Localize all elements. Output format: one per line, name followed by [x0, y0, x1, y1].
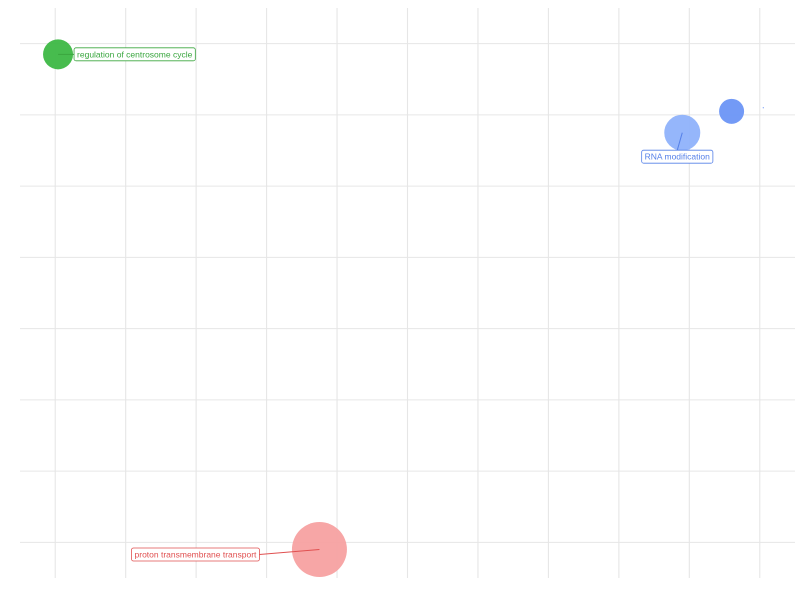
- points: [43, 39, 764, 577]
- point-label-1: regulation of centrosome cycle: [58, 47, 196, 62]
- label-leader-line: [259, 549, 320, 555]
- point-label-2: RNA modification: [641, 132, 714, 164]
- label-box: [641, 149, 714, 164]
- grid: [20, 8, 795, 578]
- label-box: [131, 547, 260, 562]
- point-label-5: proton transmembrane transport: [131, 547, 320, 562]
- point-labels: regulation of centrosome cycle RNA modifi…: [58, 47, 714, 562]
- point-label-text: RNA modification: [645, 152, 710, 162]
- point-label-text: proton transmembrane transport: [135, 550, 258, 560]
- label-box: [73, 47, 196, 62]
- point-3: [719, 98, 745, 124]
- point-label-text: regulation of centrosome cycle: [77, 49, 193, 59]
- point-4: [762, 107, 764, 109]
- label-leader-line: [676, 132, 683, 151]
